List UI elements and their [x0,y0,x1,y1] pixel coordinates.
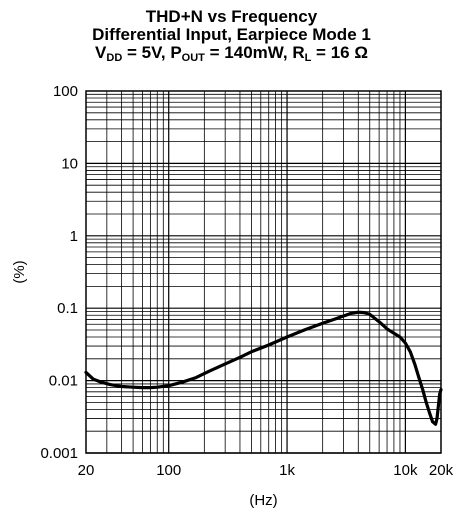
y-tick-label: 0.001 [40,445,78,462]
x-tick-label: 10k [393,462,418,479]
thd-curve-line [84,310,443,426]
y-tick-label: 10 [61,155,78,172]
chart-title: THD+N vs Frequency Differential Input, E… [0,7,463,64]
title-line-2: Differential Input, Earpiece Mode 1 [92,25,371,44]
x-tick-label: 100 [156,462,181,479]
x-tick-label: 20 [78,462,95,479]
title-line-1: THD+N vs Frequency [145,7,318,26]
x-tick-label: 1k [279,462,295,479]
y-tick-label: 0.1 [57,300,78,317]
plot-frame [85,90,442,454]
title-line-3: VDD = 5V, POUT = 140mW, RL = 16 Ω [95,43,368,64]
y-tick-label: 100 [53,83,78,100]
y-axis-label: (%) [11,260,28,283]
x-axis-label: (Hz) [249,492,277,509]
x-tick-label: 20k [429,462,454,479]
y-tick-label: 1 [70,228,78,245]
y-tick-label: 0.01 [49,373,78,390]
